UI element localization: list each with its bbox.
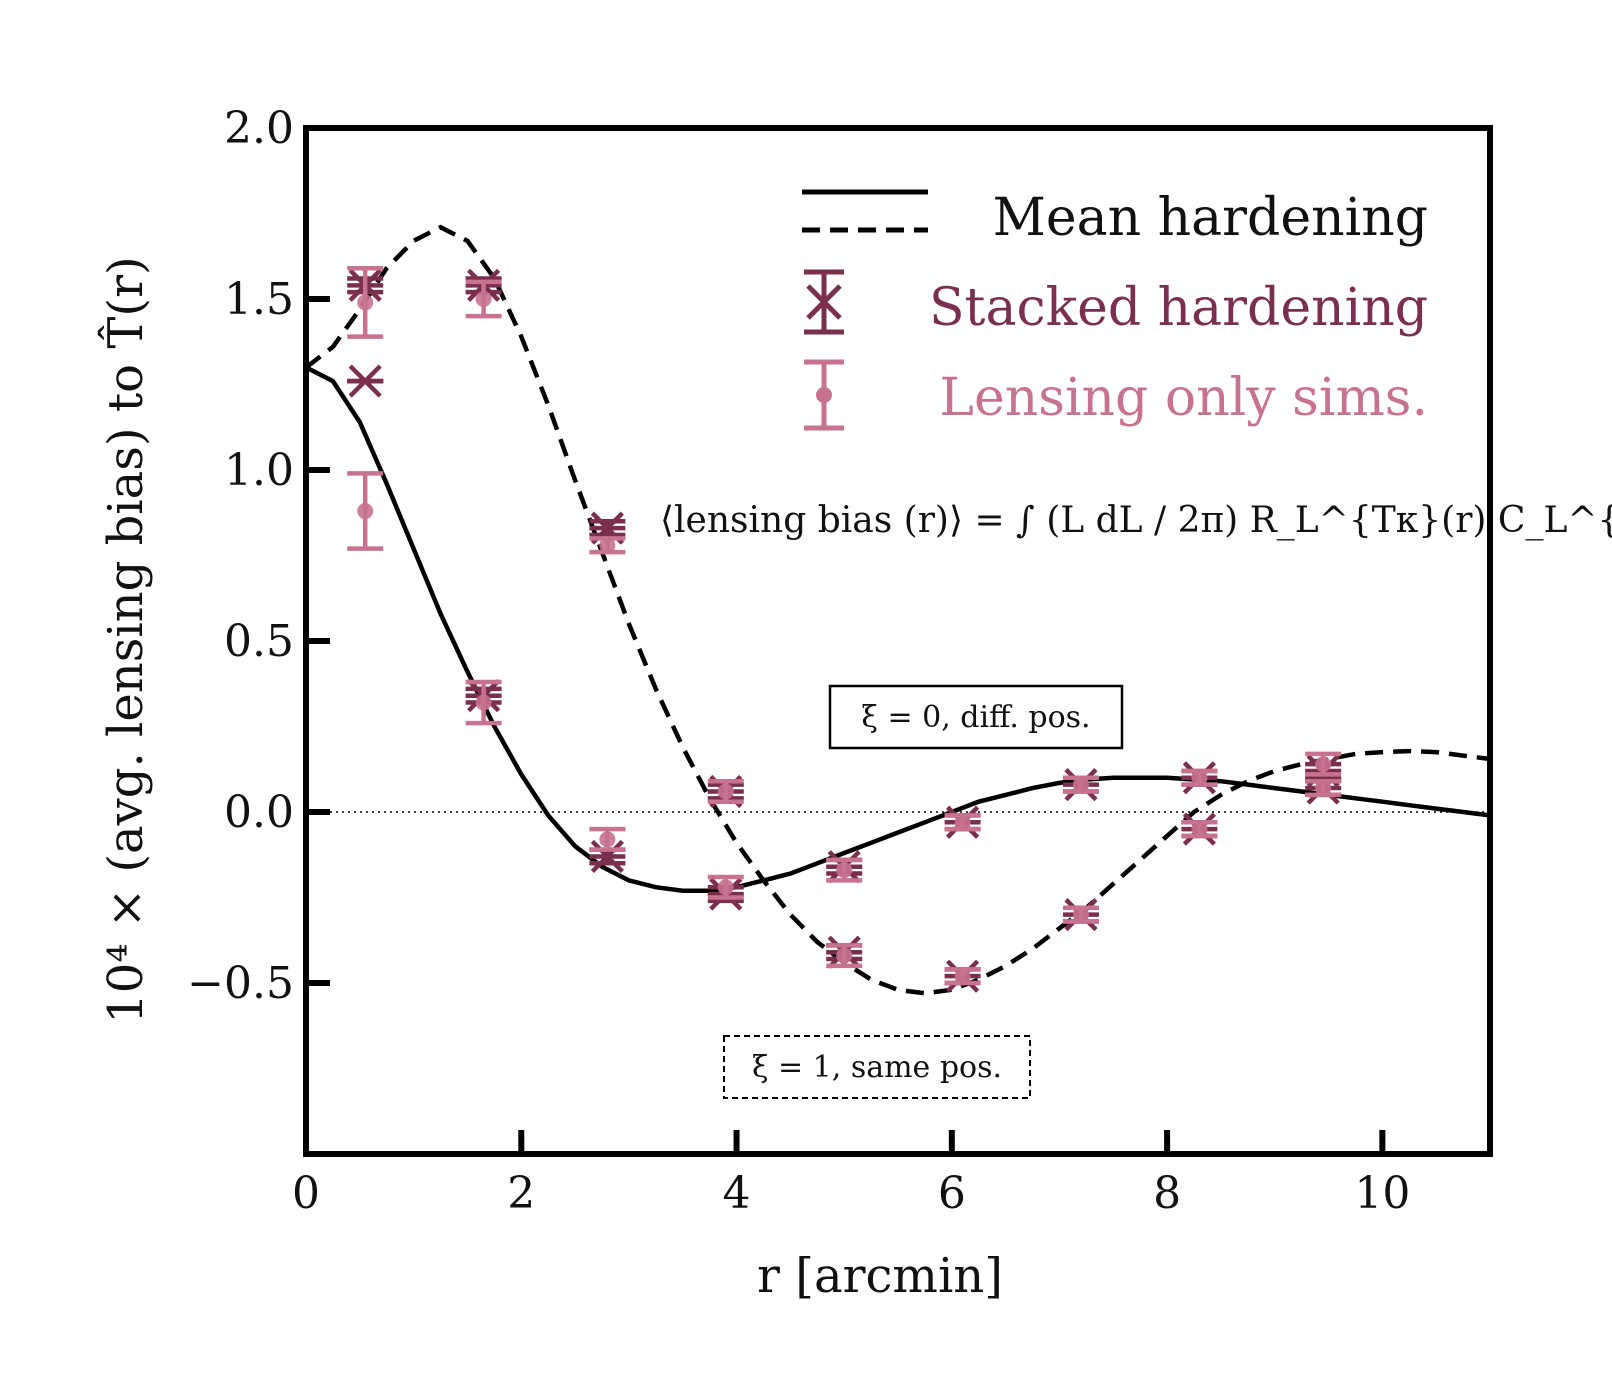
dot-marker [717,879,734,896]
y-tick-label: 1.5 [224,274,294,325]
dot-marker [954,968,971,985]
dot-marker [1072,906,1089,923]
dot-marker [1315,780,1332,797]
y-tick-label: −0.5 [187,958,294,1009]
lensing-point [944,967,981,986]
dot-marker [954,814,971,831]
legend: Mean hardening Stacked hardening Lensing… [802,188,1428,431]
stacked-point [347,364,384,398]
dot-marker [717,783,734,800]
x-tick-label: 2 [507,1168,535,1219]
dot-marker [475,694,492,711]
lensing-point [1181,768,1218,787]
y-tick-label: 1.0 [224,445,294,496]
dashed-curve [304,224,1491,996]
legend-label-mean: Mean hardening [993,188,1428,248]
y-tick-label: 2.0 [224,103,294,154]
dot-marker [1315,756,1332,773]
xi0-box-label: ξ = 0, diff. pos. [861,700,1090,735]
dot-marker [357,294,374,311]
dot-marker [1072,776,1089,793]
x-tick-label: 6 [938,1168,966,1219]
dot-marker [836,947,853,964]
lensing-point [589,826,626,852]
lensing-point [347,471,384,551]
xi1-box [723,1035,1031,1099]
x-tick-label: 4 [723,1168,751,1219]
axis-ticks: 0 2 4 6 8 10 −0.5 0.0 0.5 1.0 1.5 2.0 [187,103,1410,1219]
lensing-point [1305,751,1342,777]
plot-area [304,224,1491,996]
formula-annotation: ⟨lensing bias (r)⟩ = ∫ (L dL / 2π) R_L^{… [660,500,1612,541]
dot-marker [599,537,616,554]
legend-marker-stacked [804,269,844,335]
x-axis-title: r [arcmin] [757,1248,1003,1304]
x-tick-label: 10 [1354,1168,1410,1219]
y-tick-label: 0.5 [224,616,294,667]
lensing-point [944,813,981,832]
dot-marker [1191,821,1208,838]
x-tick-label: 0 [292,1168,320,1219]
legend-marker-lensing [804,359,844,431]
lensing-point [465,279,502,319]
lensing-point [707,778,744,804]
legend-label-stacked: Stacked hardening [929,278,1428,338]
lensing-point [1181,820,1218,839]
y-axis-title: 10⁴ × (avg. lensing bias) to T̂(r) [96,256,154,1023]
dot-marker [599,831,616,848]
lensing-point [589,536,626,555]
dot-marker [475,291,492,307]
lensing-point [826,857,863,883]
lensing-point [826,943,863,969]
lensing-point [465,679,502,726]
lensing-point [1305,778,1342,798]
lensing-point [707,874,744,900]
y-tick-label: 0.0 [224,787,294,838]
lensing-point [1062,905,1099,924]
xi1-box-label: ξ = 1, same pos. [752,1050,1002,1085]
lensing-point [347,265,384,339]
x-tick-label: 8 [1153,1168,1181,1219]
dot-marker [357,503,374,520]
dot-marker [836,862,853,879]
xi0-box [828,684,1124,750]
dot-marker [1191,769,1208,786]
lensing-point [1062,775,1099,794]
solid-curve [304,365,1491,893]
legend-label-lensing: Lensing only sims. [939,368,1428,428]
